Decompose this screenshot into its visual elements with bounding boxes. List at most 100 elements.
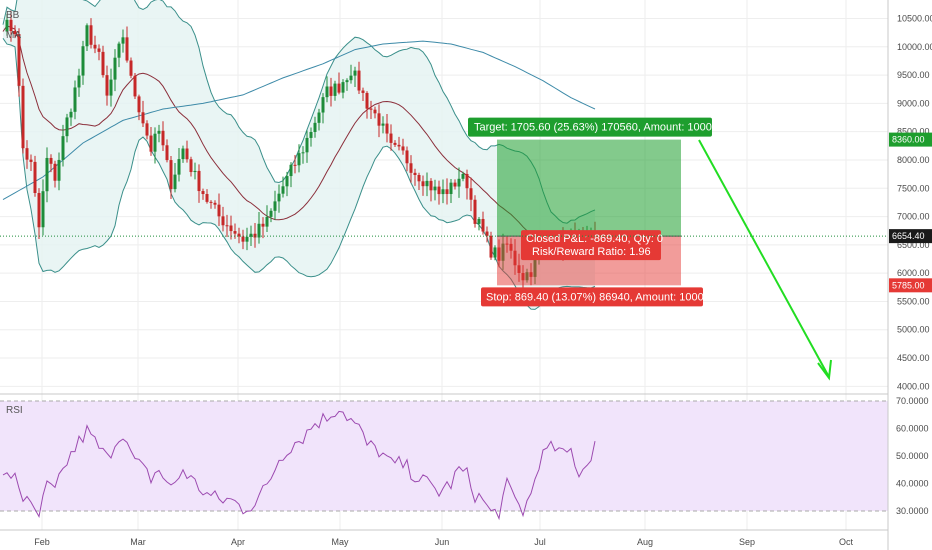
closed-pnl-label: Closed P&L: -869.40, Qty: 0 [526,233,663,245]
time-axis[interactable]: Feb Mar Apr May Jun Jul Aug Sep Oct [34,537,853,547]
price-tick-label: 4000.00 [897,381,930,391]
price-tick-label: 9500.00 [897,70,930,80]
time-tick-label: May [331,537,349,547]
candle [401,138,405,155]
candle [297,144,301,173]
candle [133,72,137,99]
candle [449,179,453,204]
candle [309,127,313,147]
candle [417,172,421,191]
candle [93,35,97,54]
candle [421,175,425,196]
candle [237,227,241,244]
candle [345,78,349,91]
candle [405,146,409,172]
long-position-tool[interactable]: Target: 1705.60 (25.63%) 170560, Amount:… [468,117,712,307]
moving-average-short [2,25,596,256]
candle [473,195,477,228]
candle [349,64,353,84]
candle [217,193,221,226]
price-tick-label: 5000.00 [897,325,930,335]
bb-indicator-label[interactable]: BB [6,10,20,21]
price-tick-label: 10000.00 [897,42,932,52]
candle [53,160,57,188]
candle [253,223,257,248]
candle [189,156,193,177]
rsi-tick-label: 70.0000 [896,396,929,406]
candle [397,136,401,151]
candle [185,140,189,163]
candle [293,154,297,174]
candle [57,152,61,191]
stop-label: Stop: 869.40 (13.07%) 86940, Amount: 100… [486,291,704,303]
candle [213,200,217,209]
candle [69,108,73,126]
candle [89,18,93,49]
candle [29,154,33,172]
price-tick-label: 6500.00 [897,240,930,250]
time-tick-label: Aug [637,537,653,547]
rsi-tick-label: 40.0000 [896,479,929,489]
price-tick-label: 4500.00 [897,353,930,363]
price-tick-label: 8500.00 [897,127,930,137]
time-tick-label: Jul [534,537,546,547]
candle [357,61,361,95]
candle [333,80,337,101]
candle [393,140,397,148]
candle [181,145,185,163]
candle [221,206,225,232]
time-tick-label: Sep [739,537,755,547]
price-tick-label: 7000.00 [897,212,930,222]
candle [201,188,205,200]
candle [21,78,25,154]
candle [105,65,109,106]
candle [33,155,37,197]
candle [277,184,281,213]
rsi-pane[interactable] [0,400,888,521]
candle [453,179,457,190]
candle [177,147,181,182]
candle [389,124,393,151]
rsi-axis[interactable]: 70.0000 60.0000 50.0000 40.0000 30.0000 [896,396,929,516]
candle [25,140,29,169]
projection-arrow[interactable] [698,139,832,381]
time-tick-label: Mar [130,537,146,547]
moving-average-long [2,40,596,201]
ma-indicator-label[interactable]: MA [6,30,21,41]
candle [73,80,77,120]
candle [117,41,121,68]
rsi-tick-label: 50.0000 [896,451,929,461]
candle [321,93,325,124]
candle [113,49,117,92]
candle [441,179,445,204]
candle [5,13,9,36]
candle [313,116,317,138]
time-tick-label: Feb [34,537,50,547]
stop-price-tag: 5785.00 [889,278,932,293]
candle [305,130,309,163]
price-axis[interactable]: 10500.00 10000.00 9500.00 9000.00 8500.00 800… [897,13,932,391]
candle [461,171,465,182]
target-price-tag: 8360.00 [889,132,932,147]
candle [49,154,53,173]
candle [385,113,389,143]
candle [337,72,341,95]
candle [141,100,145,127]
current-price-tag-text: 6654.40 [892,231,925,241]
candle [457,167,461,198]
candle [13,25,17,39]
candle [477,216,481,231]
candle [325,76,329,103]
candle [77,68,81,97]
price-pane[interactable]: Target: 1705.60 (25.63%) 170560, Amount:… [0,0,888,381]
candle [433,179,437,201]
candle [17,28,21,97]
candle [301,146,305,164]
rsi-indicator-label[interactable]: RSI [6,405,23,416]
target-zone[interactable] [497,139,681,237]
target-price-tag-text: 8360.00 [892,135,925,145]
candle [61,124,65,167]
candle [137,94,141,121]
candle [377,104,381,138]
